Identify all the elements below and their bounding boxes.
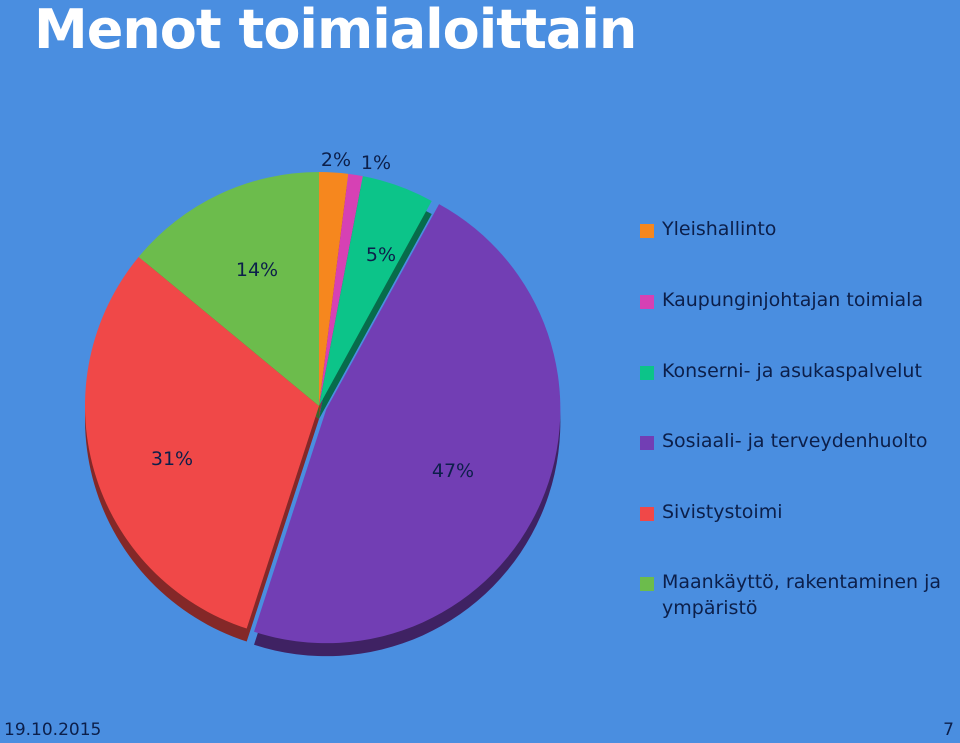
legend-swatch [640,224,654,238]
pie-slice [319,172,349,406]
pie-slice [319,173,363,406]
page-title: Menot toimialoittain [34,0,637,61]
legend-label: Sivistystoimi [662,501,783,523]
pie-labels: 2% 1% 5% 47% 31% 14% [151,149,474,482]
legend-item-maankaytto-rakentaminen-ja-ymparisto: Maankäyttö, rakentaminen ja ympäristö [640,569,950,621]
legend-item-kaupunginjohtajan-toimiala: Kaupunginjohtajan toimiala [640,287,923,313]
pie-slice [254,204,561,644]
legend-swatch [640,436,654,450]
pie-data-label: 5% [366,244,396,266]
legend-label: Maankäyttö, rakentaminen ja ympäristö [662,571,942,619]
legend-swatch [640,577,654,591]
legend-item-konserni-ja-asukaspalvelut: Konserni- ja asukaspalvelut [640,358,922,384]
pie-slice [319,176,432,406]
legend-label: Yleishallinto [662,218,777,240]
legend-label: Kaupunginjohtajan toimiala [662,289,924,311]
legend-swatch [640,295,654,309]
legend-swatch [640,507,654,521]
legend-item-sosiaali-ja-terveydenhuolto: Sosiaali- ja terveydenhuolto [640,428,928,454]
pie-data-label: 1% [361,152,391,174]
pie-data-label: 14% [236,259,278,281]
pie-data-label: 2% [321,149,351,171]
legend-swatch [640,366,654,380]
pie-slices [84,172,561,644]
pie-slice [84,256,319,629]
legend-label: Sosiaali- ja terveydenhuolto [662,430,928,452]
legend-item-yleishallinto: Yleishallinto [640,216,776,242]
footer-date: 19.10.2015 [4,720,102,740]
pie-slice [138,172,319,406]
pie-data-label: 31% [151,448,193,470]
legend-item-sivistystoimi: Sivistystoimi [640,499,783,525]
pie-data-label: 47% [432,460,474,482]
legend-label: Konserni- ja asukaspalvelut [662,360,922,382]
page-number: 7 [943,720,954,740]
